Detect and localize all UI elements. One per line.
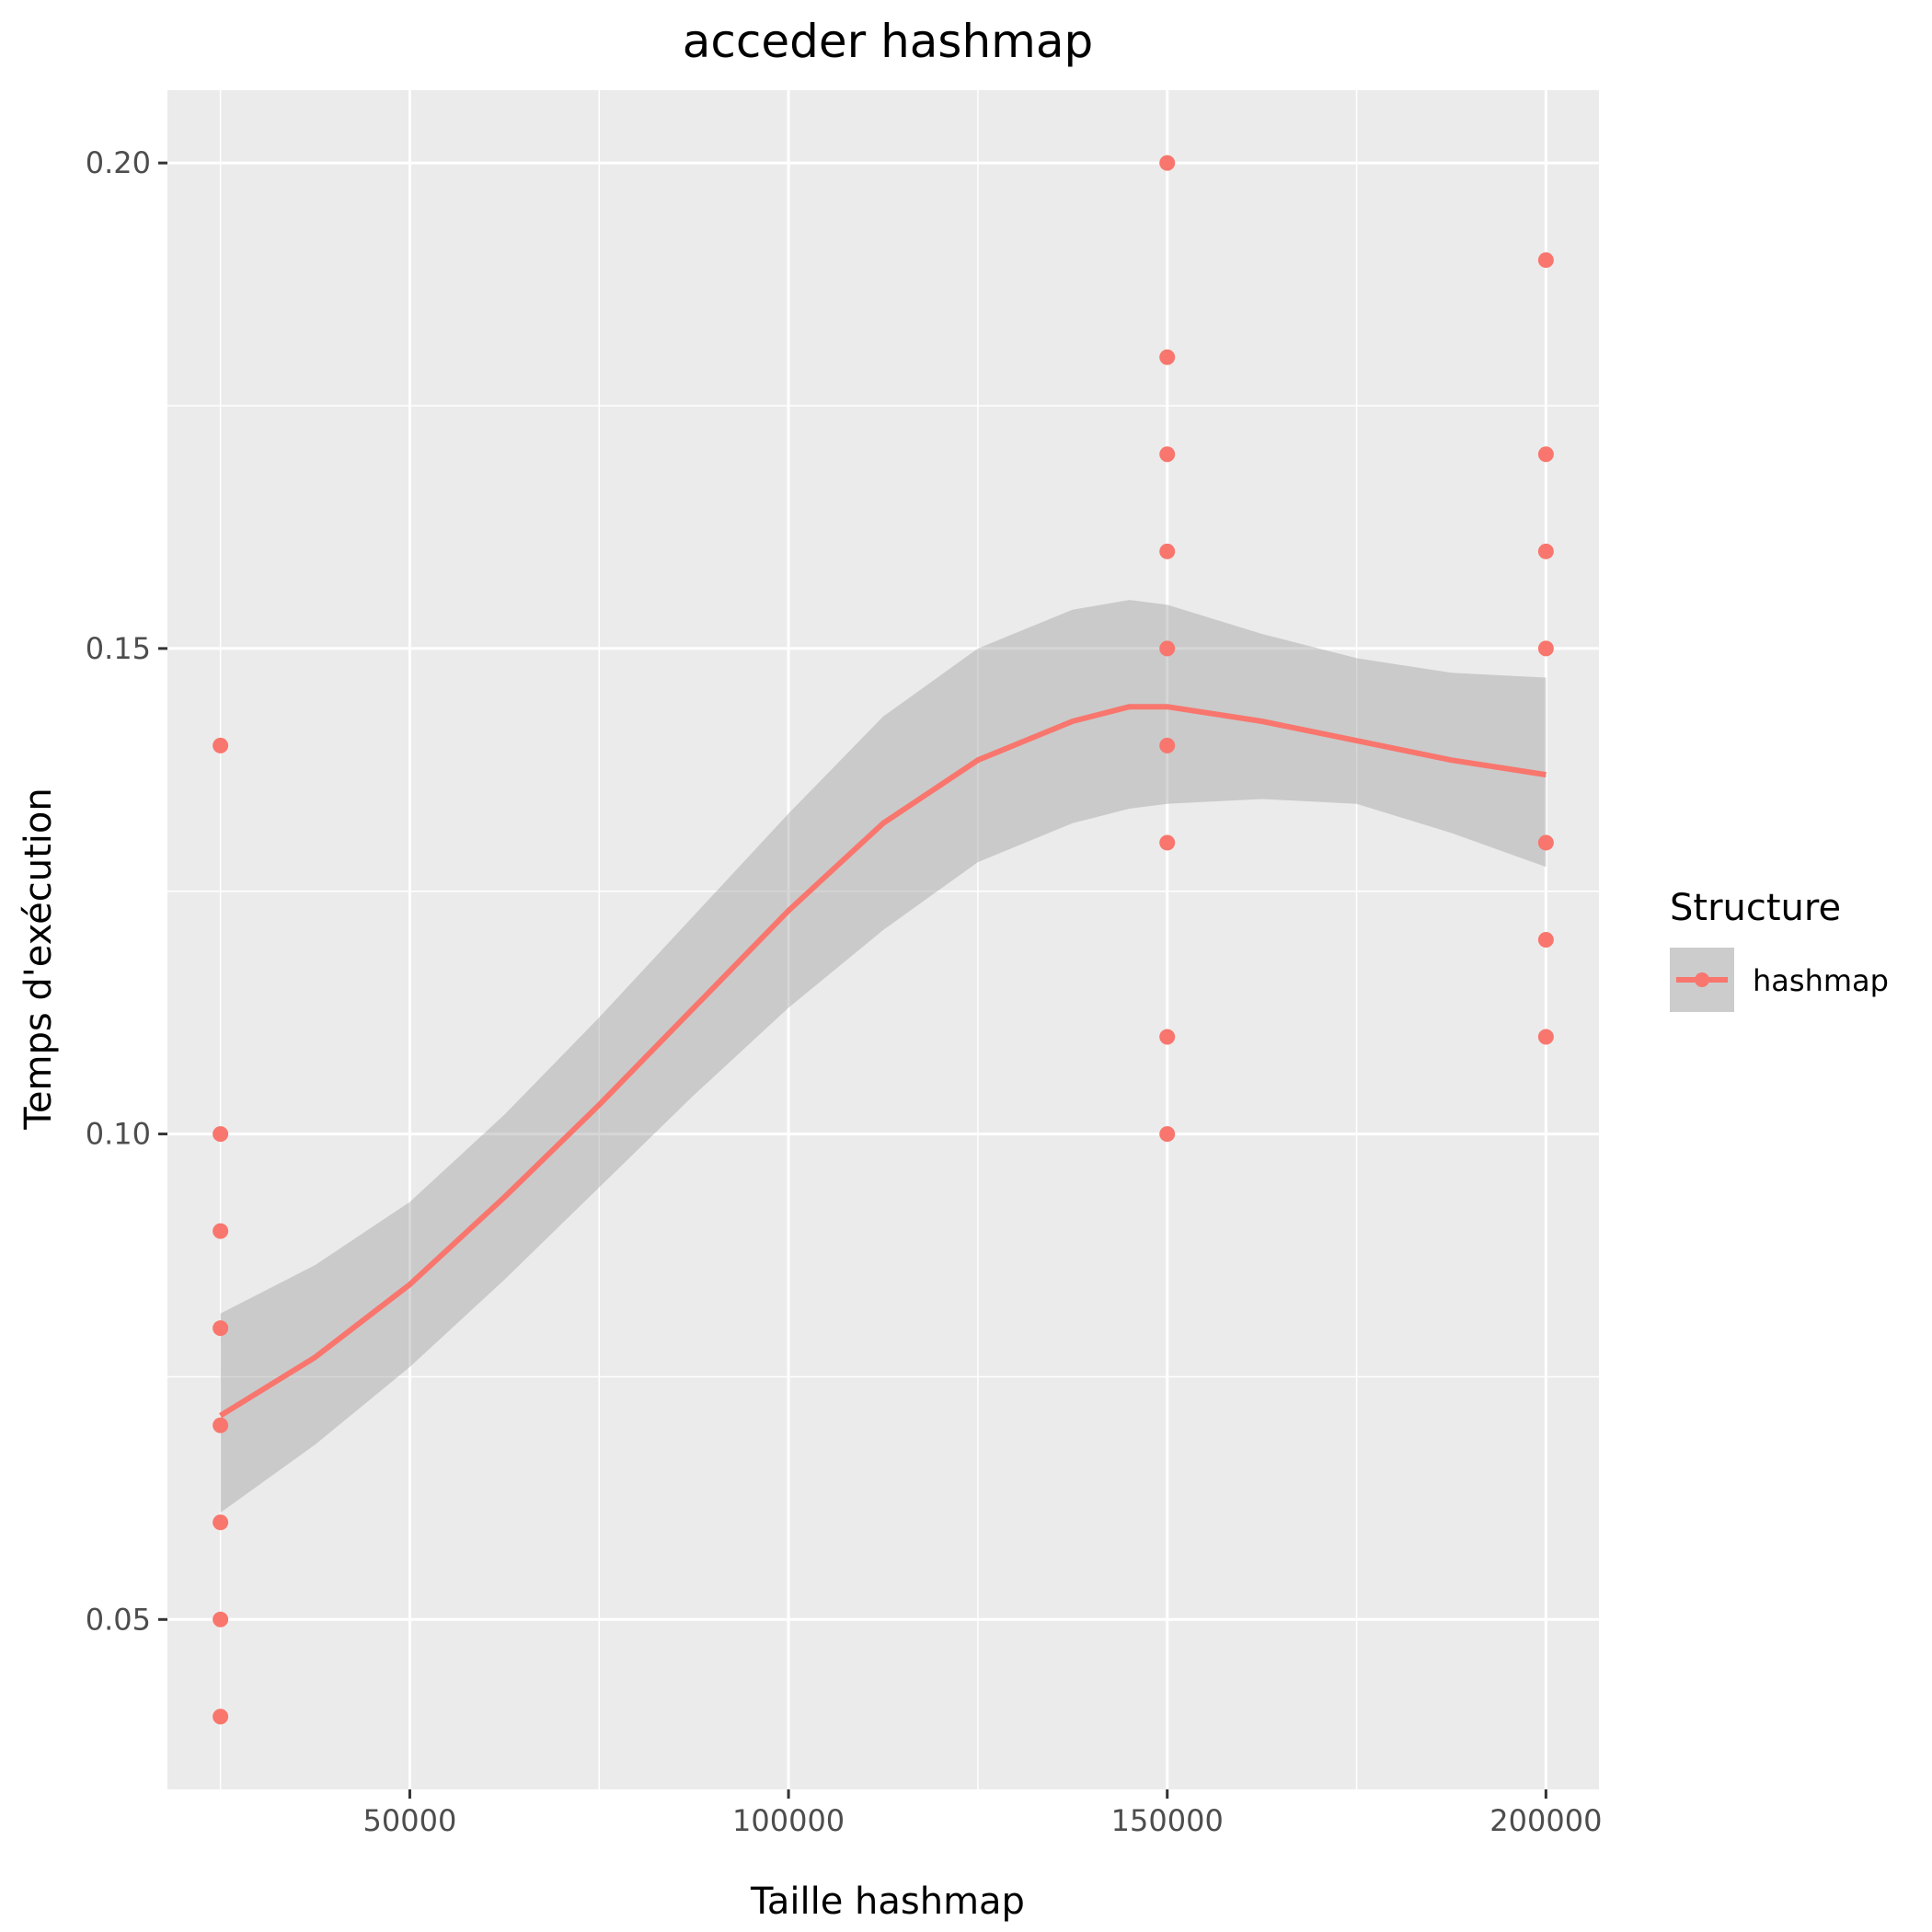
- confidence-ribbon: [220, 600, 1547, 1513]
- data-point: [1537, 640, 1554, 657]
- legend: Structure hashmap: [1670, 887, 1889, 1012]
- data-point: [213, 1126, 229, 1143]
- data-point: [213, 1514, 229, 1531]
- y-axis-title: Temps d'exécution: [17, 788, 60, 1130]
- legend-label-hashmap: hashmap: [1753, 963, 1889, 998]
- y-tick-label: 0.20: [86, 145, 151, 180]
- data-point: [1537, 932, 1554, 948]
- data-point: [1159, 1029, 1176, 1045]
- y-tick-label: 0.05: [86, 1602, 151, 1637]
- data-point: [213, 1320, 229, 1337]
- data-point: [213, 1223, 229, 1239]
- data-point: [213, 737, 229, 753]
- data-point: [1159, 446, 1176, 463]
- data-point: [213, 1611, 229, 1627]
- y-axis: 0.05 0.10 0.15 0.20: [86, 145, 167, 1637]
- x-tick-label: 200000: [1489, 1803, 1602, 1838]
- data-point: [213, 1708, 229, 1725]
- data-point: [1159, 737, 1176, 753]
- data-point: [1159, 640, 1176, 657]
- data-point: [1537, 446, 1554, 463]
- x-tick-label: 50000: [363, 1803, 457, 1838]
- data-point: [1159, 155, 1176, 171]
- data-point: [1537, 252, 1554, 269]
- y-tick-label: 0.10: [86, 1117, 151, 1152]
- chart-title: acceder hashmap: [683, 15, 1093, 68]
- x-tick-label: 100000: [732, 1803, 845, 1838]
- smooth-line: [219, 704, 1547, 1419]
- data-point: [1537, 834, 1554, 851]
- x-tick-label: 150000: [1111, 1803, 1224, 1838]
- data-points: [213, 155, 1554, 1725]
- data-point: [213, 1417, 229, 1433]
- smooth-line-hashmap: [219, 704, 1547, 1419]
- legend-key-point: [1695, 972, 1709, 987]
- legend-title: Structure: [1670, 887, 1841, 929]
- plot-panel: [167, 90, 1599, 1789]
- data-point: [1537, 543, 1554, 559]
- data-point: [1159, 1126, 1176, 1143]
- confidence-band: [220, 600, 1547, 1513]
- data-point: [1159, 349, 1176, 365]
- data-point: [1159, 543, 1176, 559]
- data-point: [1537, 1029, 1554, 1045]
- data-point: [1159, 834, 1176, 851]
- x-axis: 50000 100000 150000 200000: [363, 1789, 1602, 1838]
- y-tick-label: 0.15: [86, 631, 151, 666]
- x-axis-title: Taille hashmap: [750, 1880, 1025, 1923]
